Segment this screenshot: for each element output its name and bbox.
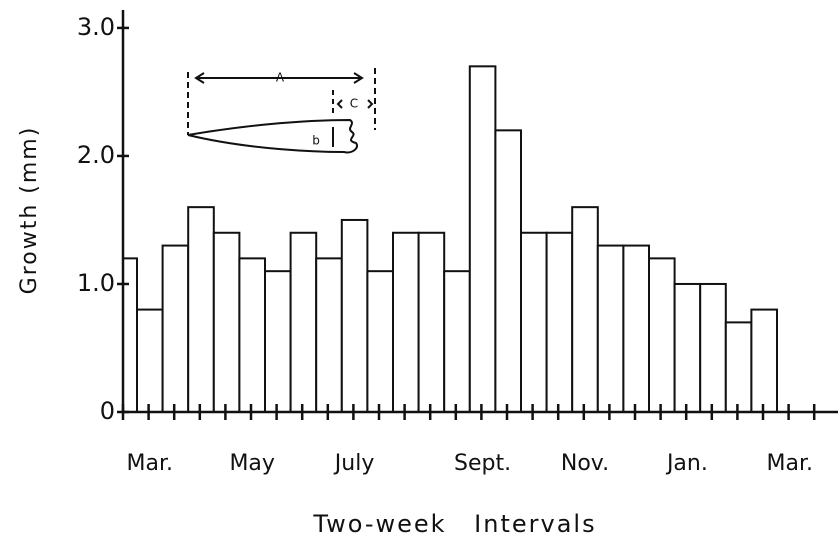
bar bbox=[726, 322, 752, 412]
chart: Growth (mm) Two-week Intervals A C b Mar… bbox=[0, 0, 838, 545]
bar bbox=[316, 258, 342, 412]
bar bbox=[291, 233, 317, 412]
bar bbox=[598, 246, 624, 412]
bar bbox=[521, 233, 547, 412]
bar bbox=[700, 284, 726, 412]
bar bbox=[623, 246, 649, 412]
bar bbox=[393, 233, 419, 412]
bar bbox=[419, 233, 445, 412]
bar bbox=[495, 130, 521, 412]
bar bbox=[444, 271, 470, 412]
bar bbox=[649, 258, 675, 412]
x-tick-label: Mar. bbox=[767, 451, 813, 476]
bar bbox=[675, 284, 701, 412]
bar bbox=[123, 258, 137, 412]
bar bbox=[367, 271, 393, 412]
x-axis-label: Two-week Intervals bbox=[312, 510, 596, 538]
bar bbox=[163, 246, 189, 412]
bar bbox=[265, 271, 291, 412]
y-tick-label: 3.0 bbox=[77, 13, 115, 41]
x-tick-label: Jan. bbox=[665, 451, 708, 476]
inset-label: A bbox=[276, 71, 285, 85]
x-tick-label: July bbox=[333, 451, 375, 476]
y-tick-label: 0 bbox=[100, 397, 115, 425]
x-tick-label: Mar. bbox=[127, 451, 173, 476]
bar bbox=[188, 207, 214, 412]
bar bbox=[572, 207, 598, 412]
bar bbox=[214, 233, 240, 412]
inset-label: C bbox=[350, 97, 358, 111]
bar bbox=[751, 310, 777, 412]
x-tick-label: Sept. bbox=[454, 451, 511, 476]
bar bbox=[470, 66, 496, 412]
bar bbox=[547, 233, 573, 412]
y-tick-label: 2.0 bbox=[77, 141, 115, 169]
inset-label: b bbox=[312, 134, 320, 148]
y-tick-label: 1.0 bbox=[77, 269, 115, 297]
bar bbox=[342, 220, 368, 412]
y-axis-label: Growth (mm) bbox=[17, 126, 42, 295]
x-tick-label: Nov. bbox=[561, 451, 609, 476]
bar bbox=[239, 258, 265, 412]
bar bbox=[137, 310, 163, 412]
x-tick-label: May bbox=[229, 451, 274, 476]
